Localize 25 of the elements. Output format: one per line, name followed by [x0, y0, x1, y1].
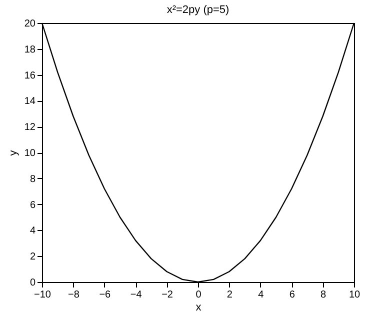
y-tick-label: 20	[24, 18, 36, 30]
x-tick-label: 8	[320, 290, 327, 300]
x-tick-label: −2	[162, 290, 174, 300]
y-tick-label: 6	[30, 200, 36, 211]
y-tick-label: 18	[24, 44, 36, 56]
x-tick-label: −10	[34, 290, 52, 300]
x-tick-label: −4	[130, 290, 142, 300]
chart-title: x²=2py (p=5)	[166, 4, 230, 16]
x-tick-label: 4	[258, 290, 264, 300]
y-tick-label: 0	[30, 278, 36, 288]
x-tick-label: 2	[226, 290, 233, 300]
x-tick-label: 6	[289, 290, 296, 300]
y-axis-title: y	[7, 150, 20, 156]
y-tick-label: 12	[24, 122, 36, 134]
y-tick-label: 14	[24, 96, 36, 108]
x-tick-label: −8	[68, 290, 80, 300]
y-tick-label: 2	[30, 252, 36, 263]
x-axis-title: x	[196, 302, 202, 314]
x-tick-label: −6	[99, 290, 112, 300]
x-tick-label: 0	[196, 290, 202, 300]
y-tick-label: 4	[30, 226, 36, 237]
y-tick-label: 8	[30, 174, 36, 185]
y-tick-label: 10	[24, 148, 36, 159]
x-tick-label: 10	[348, 290, 360, 300]
y-tick-label: 16	[24, 70, 36, 82]
